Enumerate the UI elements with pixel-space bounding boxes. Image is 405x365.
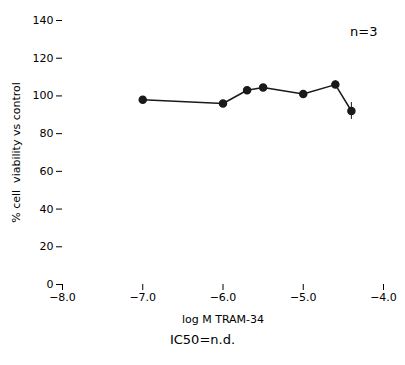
svg-text:% cell viability vs control: % cell viability vs control bbox=[10, 82, 23, 223]
svg-text:120: 120 bbox=[33, 52, 54, 65]
svg-text:−5.0: −5.0 bbox=[290, 291, 317, 304]
svg-text:−7.0: −7.0 bbox=[129, 291, 156, 304]
html-text:IC50=n.d.: IC50=n.d. bbox=[169, 332, 235, 347]
svg-text:log M TRAM-34: log M TRAM-34 bbox=[182, 313, 264, 326]
svg-text:−8.0: −8.0 bbox=[49, 291, 76, 304]
svg-text:60: 60 bbox=[40, 165, 54, 178]
svg-text:−6.0: −6.0 bbox=[210, 291, 237, 304]
svg-text:0: 0 bbox=[47, 278, 54, 291]
svg-text:40: 40 bbox=[40, 203, 54, 216]
svg-text:140: 140 bbox=[33, 14, 54, 27]
svg-text:100: 100 bbox=[33, 89, 54, 102]
svg-text:−4.0: −4.0 bbox=[370, 291, 397, 304]
svg-text:20: 20 bbox=[40, 240, 54, 253]
svg-text:n=3: n=3 bbox=[350, 24, 377, 39]
svg-text:80: 80 bbox=[40, 127, 54, 140]
